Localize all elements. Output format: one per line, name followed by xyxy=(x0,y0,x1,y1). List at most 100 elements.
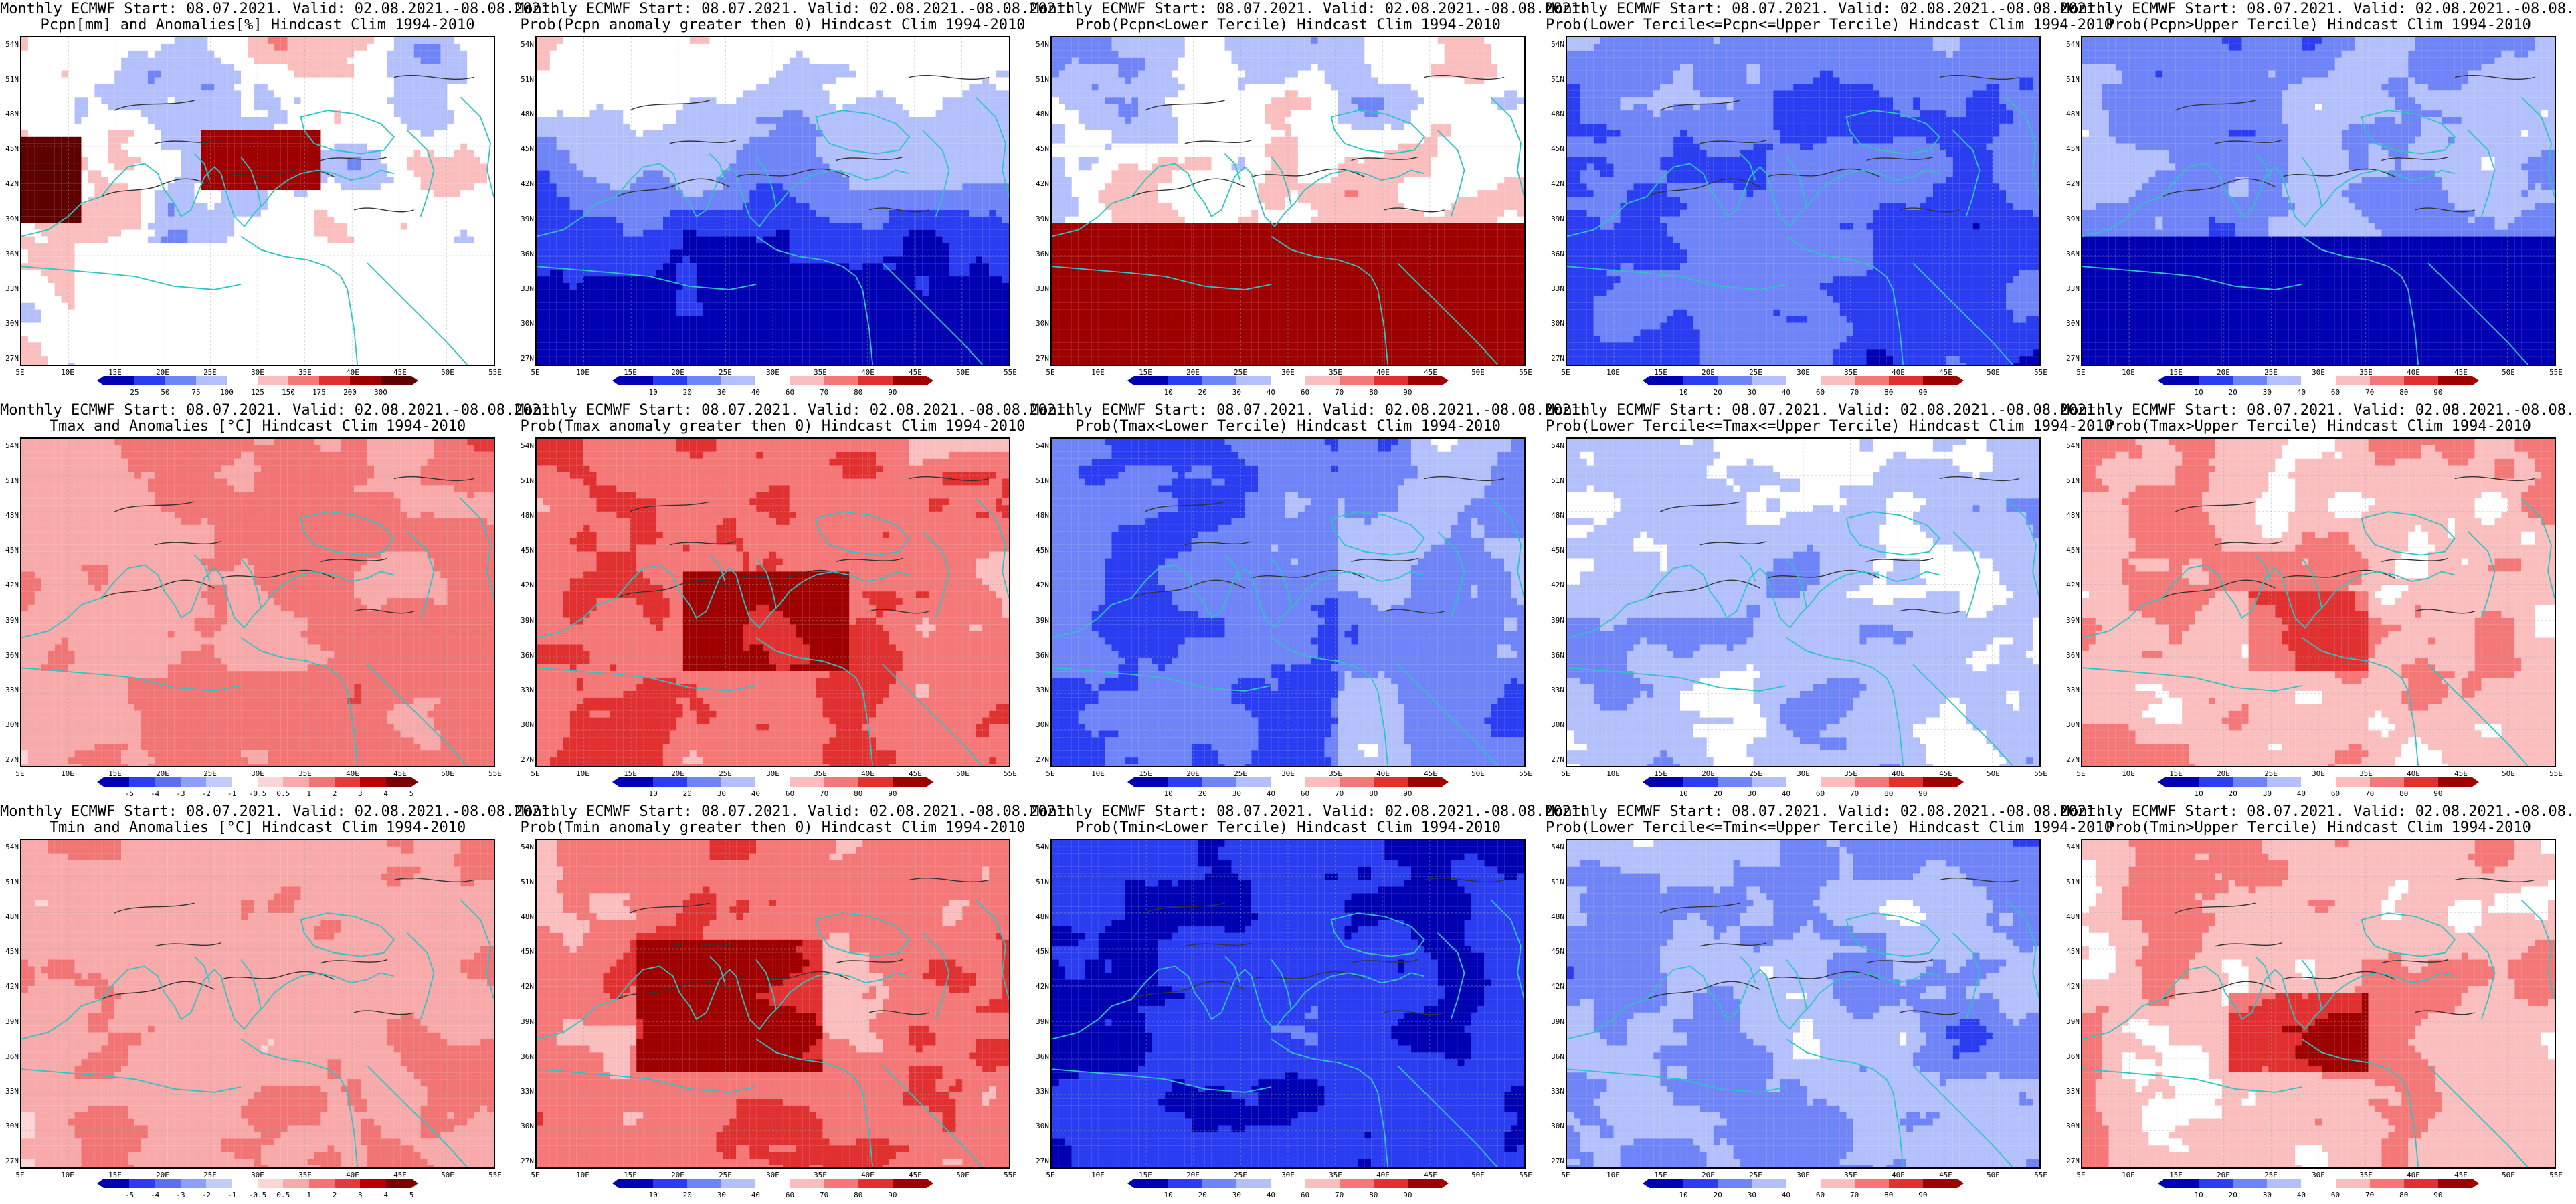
color-bar-segment xyxy=(1271,376,1305,385)
lon-label: 25E xyxy=(203,1171,217,1179)
lon-label: 45E xyxy=(393,1171,407,1179)
color-bar-label: 60 xyxy=(1816,388,1825,397)
color-bar-label: 10 xyxy=(2194,789,2203,798)
color-bar-max-arrow xyxy=(411,1179,418,1188)
lat-label: 36N xyxy=(2061,1052,2080,1061)
lon-label: 50E xyxy=(1987,1171,2000,1179)
color-bar-segment xyxy=(619,376,654,385)
lon-label: 10E xyxy=(576,368,589,377)
color-bar-label: 20 xyxy=(683,789,692,798)
lat-label: 30N xyxy=(515,1122,534,1130)
lon-label: 40E xyxy=(1892,368,1905,377)
color-bar-segment xyxy=(155,1179,181,1188)
lon-label: 50E xyxy=(956,368,970,377)
color-bar-label: 90 xyxy=(1403,789,1412,798)
lon-label: 35E xyxy=(1844,769,1857,778)
color-bar-segment xyxy=(350,376,381,385)
lat-label: 54N xyxy=(1546,40,1564,49)
lat-label: 30N xyxy=(2061,319,2080,328)
lon-label: 15E xyxy=(1654,1171,1667,1179)
color-bar-segment xyxy=(1305,1179,1340,1188)
lon-label: 10E xyxy=(1091,769,1105,778)
color-bar-max-arrow xyxy=(1442,1179,1449,1188)
lat-label: 27N xyxy=(1030,354,1049,363)
lon-label: 20E xyxy=(2217,769,2230,778)
lon-label: 10E xyxy=(1606,1171,1620,1179)
lat-label: 45N xyxy=(1546,546,1564,555)
lon-label: 20E xyxy=(1701,368,1715,377)
lat-label: 30N xyxy=(1546,720,1564,729)
color-bar-segment xyxy=(1373,376,1408,385)
lat-label: 33N xyxy=(515,284,534,293)
color-bar-segment xyxy=(1134,376,1169,385)
lon-label: 45E xyxy=(909,1171,922,1179)
lat-label: 39N xyxy=(1030,616,1049,625)
color-bar-label: 3 xyxy=(358,1191,363,1199)
lon-label: 45E xyxy=(909,769,922,778)
lat-label: 30N xyxy=(1546,319,1564,328)
panel-title-line2: Prob(Pcpn>Upper Tercile) Hindcast Clim 1… xyxy=(2061,17,2576,33)
color-bar-label: -2 xyxy=(202,789,211,798)
color-bar-segment xyxy=(892,1179,927,1188)
color-bar-label: 80 xyxy=(1884,789,1893,798)
lon-label: 20E xyxy=(671,368,684,377)
lon-label: 10E xyxy=(2122,1171,2135,1179)
color-bar-label: 90 xyxy=(1918,388,1927,397)
lat-label: 51N xyxy=(1030,878,1049,886)
color-bar-label: 40 xyxy=(2297,388,2306,397)
lon-label: 20E xyxy=(156,769,169,778)
lon-label: 35E xyxy=(814,1171,827,1179)
color-bar-segment xyxy=(824,1179,858,1188)
color-bar-segment xyxy=(1820,1179,1855,1188)
lat-label: 48N xyxy=(2061,110,2080,118)
lon-label: 35E xyxy=(2359,368,2373,377)
lat-label: 30N xyxy=(0,720,19,729)
lat-label: 27N xyxy=(515,1157,534,1165)
lat-label: 36N xyxy=(515,249,534,258)
lon-label: 40E xyxy=(861,769,875,778)
lat-label: 30N xyxy=(1030,720,1049,729)
color-bar-label: -0.5 xyxy=(249,1191,267,1199)
lat-label: 51N xyxy=(2061,878,2080,886)
color-bar-min-arrow xyxy=(2158,777,2165,787)
color-bar-label: 10 xyxy=(1164,789,1172,798)
color-bar-min-arrow xyxy=(1127,376,1134,385)
color-bar-segment xyxy=(104,376,134,385)
color-bar-segment xyxy=(2403,376,2438,385)
lat-label: 51N xyxy=(0,75,19,84)
color-bar-label: 0.5 xyxy=(276,1191,290,1199)
map-area xyxy=(535,437,1010,767)
lon-label: 55E xyxy=(2549,368,2563,377)
lat-label: 42N xyxy=(0,581,19,589)
lon-label: 30E xyxy=(766,368,779,377)
color-bar-segment xyxy=(1202,777,1237,787)
lon-label: 55E xyxy=(2034,368,2047,377)
lat-label: 33N xyxy=(0,284,19,293)
lon-label: 25E xyxy=(719,769,732,778)
map-field xyxy=(21,37,494,365)
lat-label: 36N xyxy=(0,651,19,660)
map-area xyxy=(2081,839,2556,1169)
lon-label: 40E xyxy=(1892,769,1905,778)
color-bar-segment xyxy=(2369,777,2404,787)
color-bar-label: 20 xyxy=(683,1191,692,1199)
lon-label: 15E xyxy=(1654,769,1667,778)
color-bar-label: 20 xyxy=(1714,1191,1722,1199)
panel-title-line2: Prob(Tmax<Lower Tercile) Hindcast Clim 1… xyxy=(1030,419,1546,435)
lon-label: 30E xyxy=(766,1171,779,1179)
lat-label: 39N xyxy=(1546,616,1564,625)
color-bar-segment xyxy=(1854,777,1889,787)
lon-label: 45E xyxy=(1424,769,1437,778)
color-bar-label: 10 xyxy=(2194,1191,2203,1199)
color-bar-segment xyxy=(2199,777,2233,787)
lon-label: 45E xyxy=(393,769,407,778)
panel-title-line1: Monthly ECMWF Start: 08.07.2021. Valid: … xyxy=(515,403,1073,419)
color-bar-segment xyxy=(2233,777,2268,787)
lat-label: 45N xyxy=(0,144,19,153)
color-bar xyxy=(1127,777,1449,787)
lon-label: 10E xyxy=(576,769,589,778)
map-area xyxy=(1050,36,1526,366)
color-bar-segment xyxy=(1752,1179,1786,1188)
lat-label: 39N xyxy=(515,616,534,625)
color-bar-max-arrow xyxy=(2472,376,2479,385)
